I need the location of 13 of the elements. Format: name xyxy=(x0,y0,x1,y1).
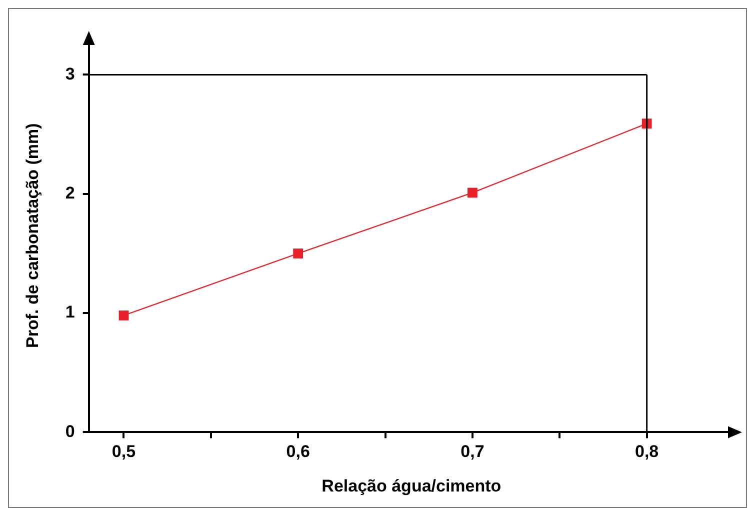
y-axis-title: Prof. de carbonatação (mm) xyxy=(22,123,42,348)
y-tick-label: 2 xyxy=(65,184,75,203)
x-tick-label: 0,5 xyxy=(112,442,136,462)
x-tick-label: 0,7 xyxy=(460,442,484,462)
point xyxy=(118,310,129,320)
point xyxy=(293,248,304,258)
x-tick-label: 0,6 xyxy=(286,442,310,462)
x-tick-label: 0,8 xyxy=(635,442,659,462)
y-tick-label: 3 xyxy=(65,64,75,84)
y-tick-label: 1 xyxy=(65,302,75,322)
y-tick-label: 0 xyxy=(65,422,75,441)
point xyxy=(468,188,478,198)
x-axis-title: Relação água/cimento xyxy=(322,476,502,496)
